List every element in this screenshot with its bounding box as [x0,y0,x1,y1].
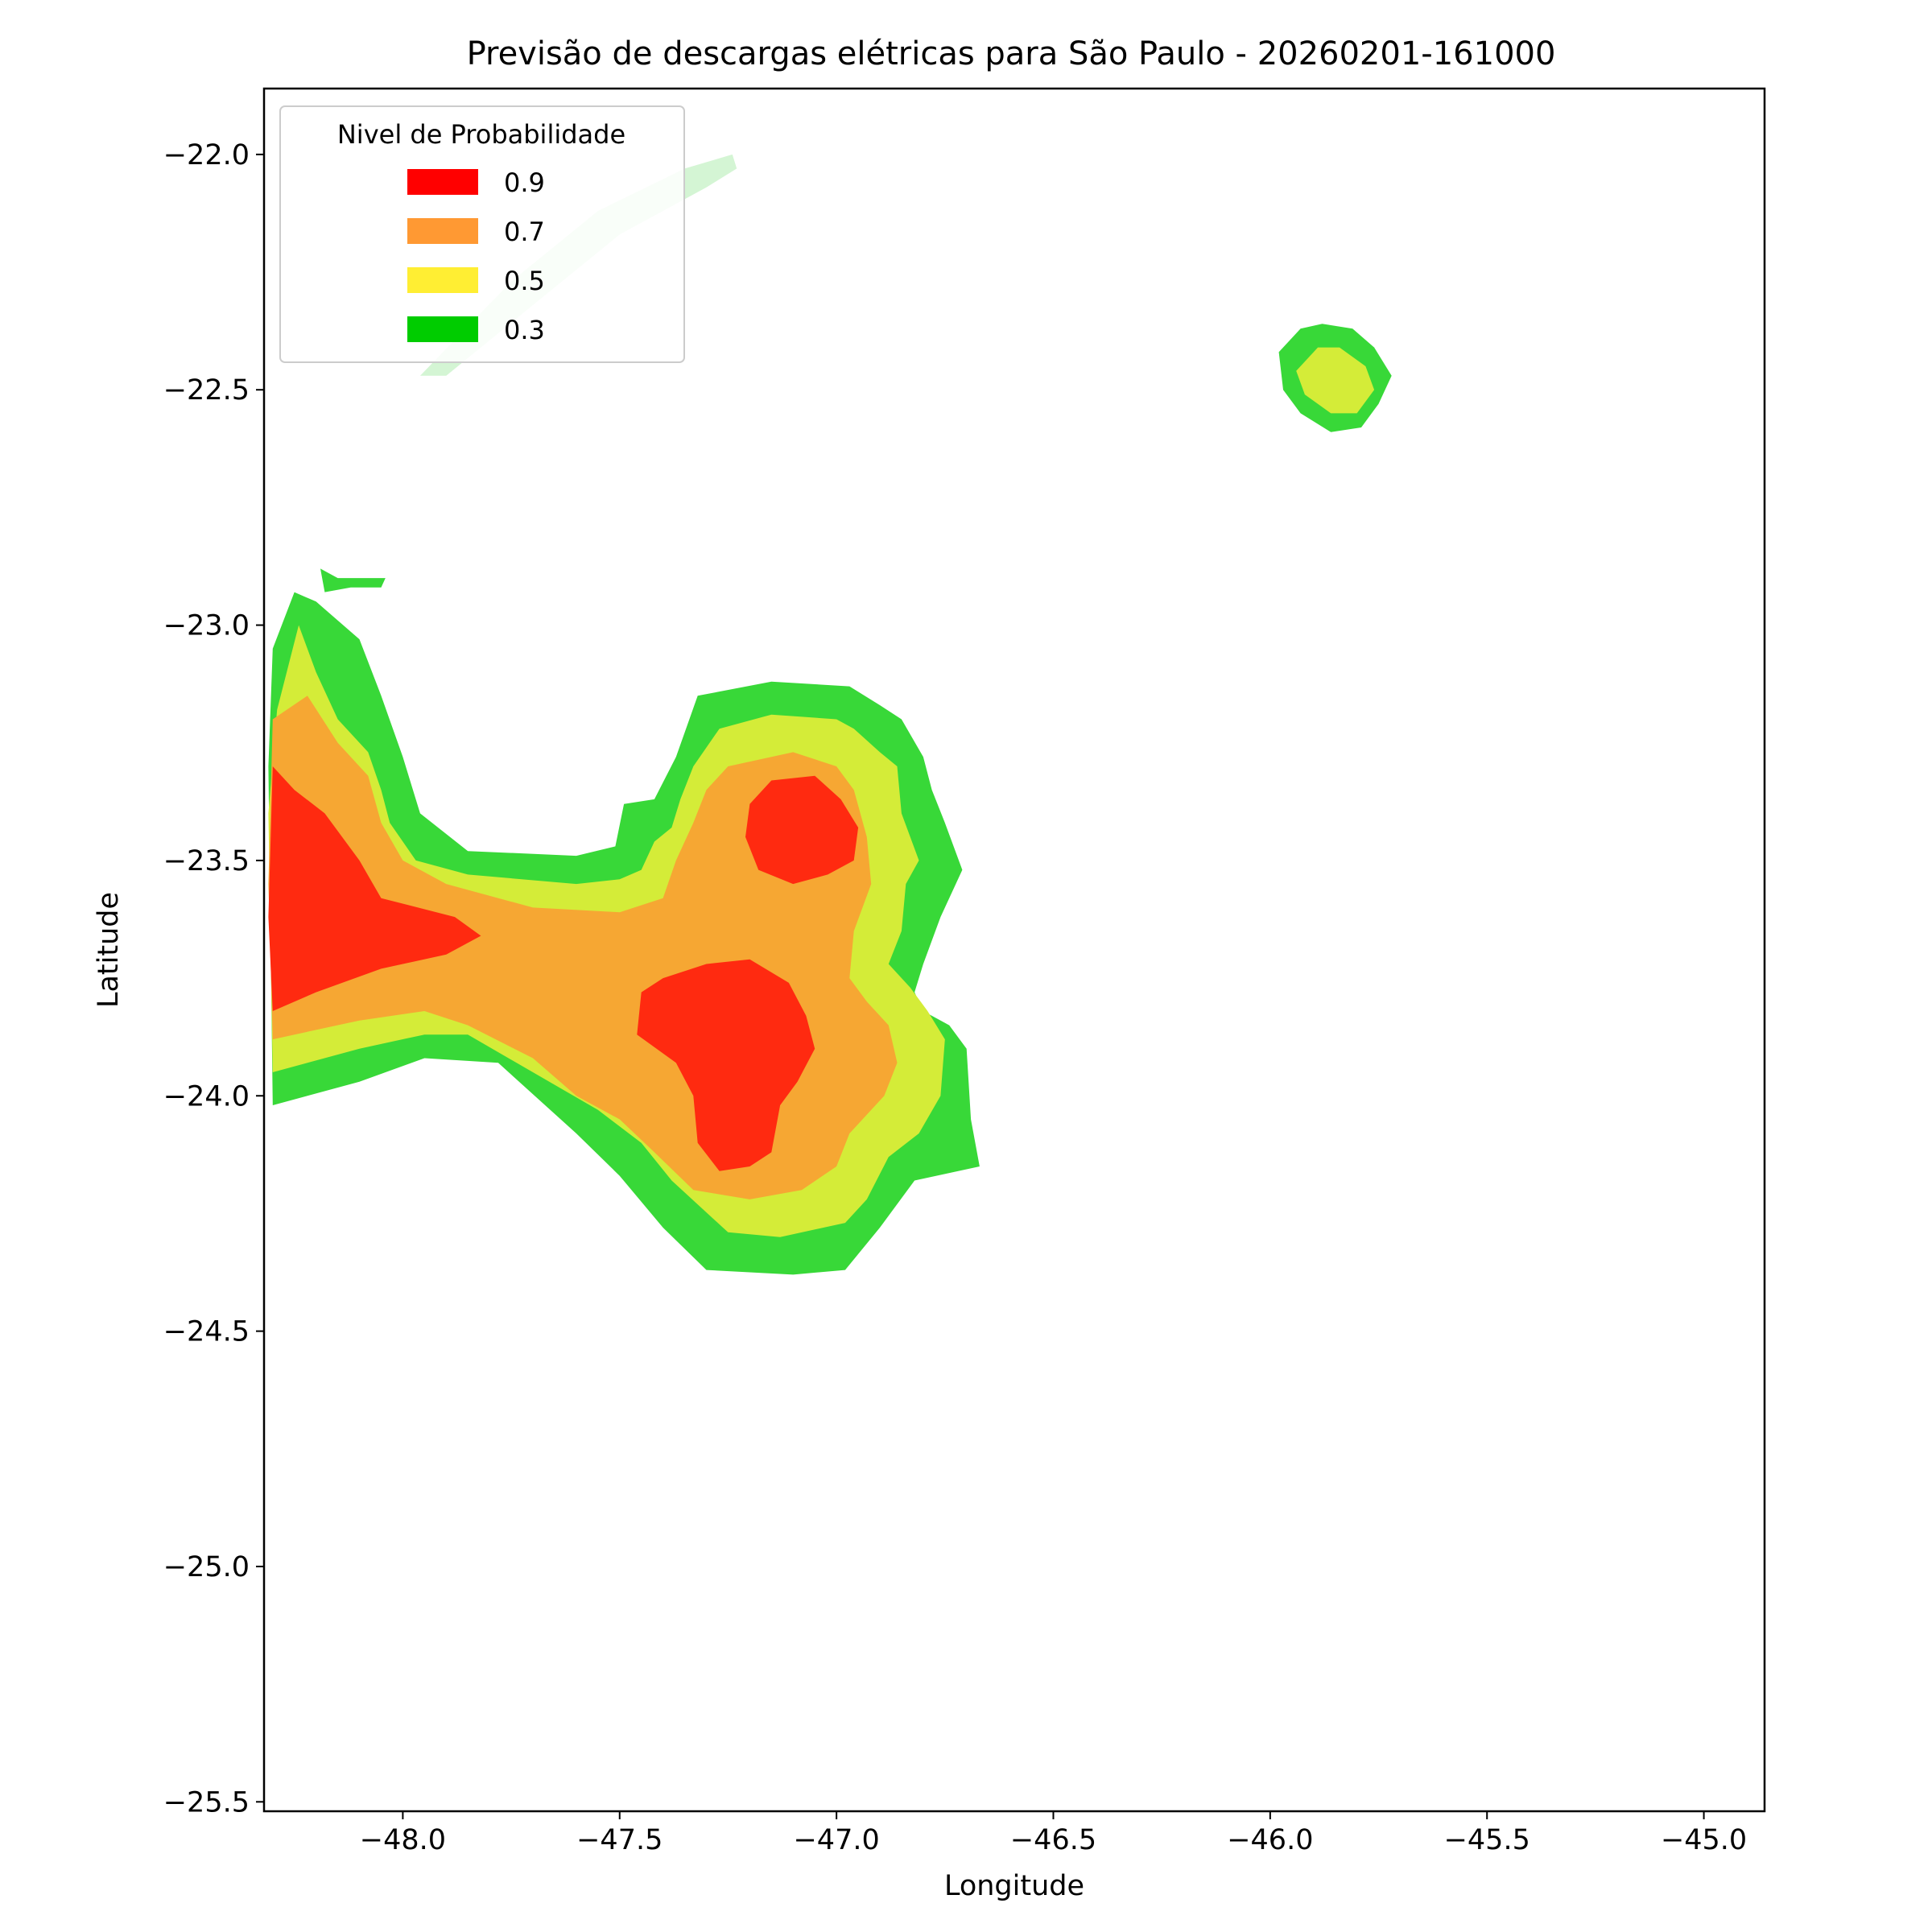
y-tick-label: −23.5 [163,845,250,877]
contour-region-0-9-7 [268,766,481,1011]
x-tick-label: −47.0 [793,1824,879,1856]
x-tick-label: −45.5 [1444,1824,1530,1856]
contour-region-0-9-8 [745,775,859,885]
legend-items: 0.9 0.7 0.5 0.3 [407,167,545,345]
y-axis-label: Latitude [93,892,125,1008]
legend-swatch-0-9 [407,169,478,195]
legend: Nivel de Probabilidade 0.9 0.7 0.5 0.3 [279,105,685,363]
legend-label-0-5: 0.5 [504,266,545,296]
legend-label-0-7: 0.7 [504,217,545,247]
legend-label-0-3: 0.3 [504,315,545,345]
y-tick-label: −22.0 [163,139,250,171]
chart-title: Previsão de descargas elétricas para São… [467,35,1556,72]
legend-swatch-0-3 [407,316,478,342]
x-tick-label: −46.5 [1010,1824,1096,1856]
y-tick-label: −24.5 [163,1316,250,1348]
legend-label-0-9: 0.9 [504,167,545,198]
y-tick-label: −25.0 [163,1551,250,1583]
x-tick-label: −48.0 [360,1824,446,1856]
contour-region-0-3-2 [320,568,386,592]
contour-region-0-9-9 [637,959,815,1171]
x-tick-label: −47.5 [576,1824,663,1856]
x-axis: −48.0 −47.5 −47.0 −46.5 −46.0 −45.5 −45.0 [360,1811,1747,1856]
legend-frame [279,105,685,363]
x-axis-label: Longitude [944,1870,1084,1902]
legend-swatch-0-5 [407,267,478,293]
y-tick-label: −23.0 [163,610,250,642]
y-tick-label: −24.0 [163,1080,250,1113]
contour-region-0-5-5 [1296,347,1375,414]
legend-swatch-0-7 [407,218,478,244]
legend-title: Nivel de Probabilidade [337,119,625,150]
x-tick-label: −46.0 [1227,1824,1313,1856]
plot-frame [262,87,1766,1813]
y-tick-label: −22.5 [163,374,250,407]
y-axis: −22.0 −22.5 −23.0 −23.5 −24.0 −24.5 −25.0 −25.5 [163,139,264,1818]
y-tick-label: −25.5 [163,1786,250,1818]
contour-regions [268,154,1392,1275]
x-tick-label: −45.0 [1661,1824,1747,1856]
